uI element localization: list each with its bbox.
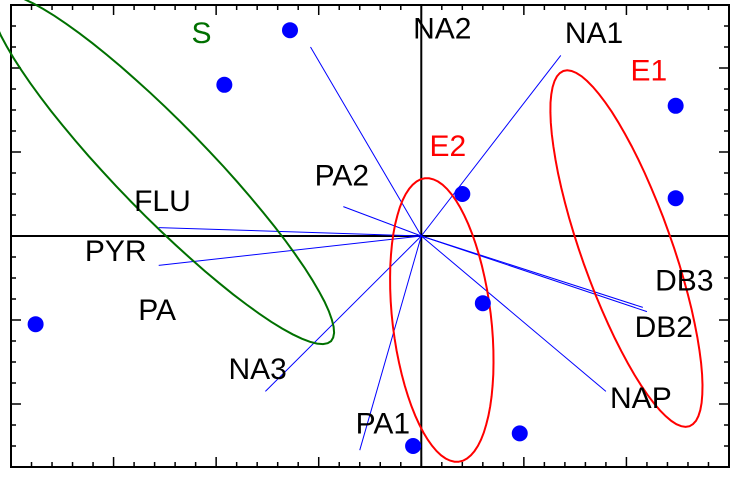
group-label-e2: E2 — [429, 130, 466, 163]
data-points — [27, 22, 684, 454]
data-point — [216, 76, 233, 93]
variable-label-na2: NA2 — [413, 13, 471, 46]
vector-flu — [158, 227, 422, 237]
vector-lines — [158, 46, 648, 451]
variable-label-db3: DB3 — [655, 265, 713, 298]
data-point — [667, 97, 684, 114]
data-point — [27, 316, 44, 333]
data-point — [511, 425, 528, 442]
data-point — [281, 22, 298, 39]
vector-db2 — [421, 235, 648, 313]
variable-label-pa2: PA2 — [315, 160, 369, 193]
group-label-e1: E1 — [631, 55, 668, 88]
data-point — [454, 186, 471, 202]
variable-label-na1: NA1 — [565, 17, 623, 50]
group-labels: S E2 E1 — [192, 17, 668, 163]
variable-label-pa: PA — [138, 294, 176, 327]
vector-na2 — [310, 46, 422, 237]
data-point — [667, 190, 684, 207]
vector-na1 — [420, 55, 562, 237]
variable-label-na3: NA3 — [228, 353, 286, 386]
variable-label-pyr: PYR — [85, 235, 147, 268]
group-ellipse-s — [0, 0, 336, 346]
vector-na3 — [265, 235, 422, 392]
group-ellipse-e1 — [549, 69, 704, 428]
vector-pyr — [158, 235, 422, 266]
vector-pa1 — [359, 235, 422, 451]
vector-nap — [420, 235, 607, 392]
vector-pa2 — [343, 206, 422, 237]
variable-labels: NA2 NA1 PA2 FLU PYR PA NA3 PA1 DB3 DB2 NAP — [85, 13, 714, 441]
tick-marks — [10, 4, 730, 468]
group-ellipse-e2 — [389, 177, 495, 463]
data-point — [474, 295, 491, 312]
variable-label-nap: NAP — [610, 382, 672, 415]
variable-label-flu: FLU — [134, 185, 191, 218]
variable-label-db2: DB2 — [635, 311, 693, 344]
group-ellipses — [0, 0, 704, 463]
data-point — [405, 438, 422, 454]
group-label-s: S — [192, 17, 212, 50]
variable-label-pa1: PA1 — [356, 407, 410, 440]
